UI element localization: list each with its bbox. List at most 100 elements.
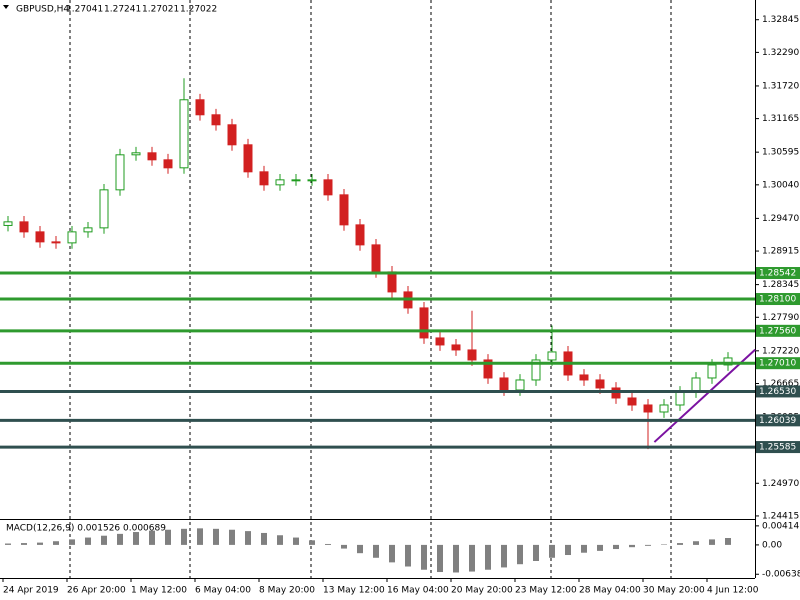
- y-tick-label: 1.28915: [762, 247, 799, 257]
- macd-bar: [677, 543, 683, 545]
- candle-body: [483, 359, 493, 379]
- x-tick-label: 30 May 20:00: [643, 586, 705, 596]
- macd-bar: [405, 544, 411, 567]
- macd-bar: [277, 535, 283, 545]
- candle-body: [451, 344, 461, 351]
- candle-body: [147, 152, 157, 161]
- macd-bar: [261, 532, 267, 545]
- candle-body: [419, 307, 429, 339]
- level-label: 1.26039: [759, 416, 796, 426]
- x-tick-label: 8 May 20:00: [259, 586, 315, 596]
- x-tick-label: 26 Apr 20:00: [67, 586, 126, 596]
- candle-body: [51, 241, 61, 244]
- y-tick-label: 1.28345: [762, 280, 799, 290]
- macd-bar: [181, 528, 187, 545]
- level-label-box: [756, 357, 800, 370]
- candle-body: [611, 387, 621, 399]
- candle-body: [531, 359, 541, 381]
- candle-body: [3, 221, 13, 226]
- last-open: 1.27041: [66, 5, 103, 15]
- macd-bar: [165, 529, 171, 545]
- y-tick-label: 1.24415: [762, 511, 799, 521]
- macd-bar: [357, 544, 363, 554]
- macd-tick-label: 0.004141: [762, 521, 800, 531]
- macd-tick-label: 0.00: [762, 540, 782, 550]
- y-tick-label: 1.31720: [762, 81, 799, 91]
- x-tick-label: 13 May 12:00: [323, 586, 385, 596]
- y-tick-label: 1.32290: [762, 48, 799, 58]
- macd-bar: [37, 542, 43, 545]
- macd-bar: [245, 531, 251, 545]
- macd-bar: [149, 530, 155, 545]
- macd-bar: [21, 543, 27, 545]
- candle-body: [131, 152, 141, 156]
- macd-bar: [597, 544, 603, 551]
- y-tick-label: 1.31165: [762, 114, 799, 124]
- macd-bar: [213, 528, 219, 545]
- candle-body: [467, 349, 477, 361]
- macd-bar: [693, 541, 699, 545]
- macd-bar: [549, 544, 555, 558]
- level-label-box: [756, 324, 800, 337]
- level-label: 1.28542: [759, 269, 796, 279]
- candle-body: [195, 99, 205, 116]
- macd-bar: [581, 544, 587, 553]
- macd-bar: [645, 544, 651, 546]
- macd-bar: [437, 544, 443, 573]
- candle-body: [387, 271, 397, 293]
- macd-bar: [629, 544, 635, 548]
- y-tick-label: 1.30595: [762, 148, 799, 158]
- candle-body: [275, 179, 285, 186]
- macd-bar: [101, 535, 107, 545]
- candle-body: [547, 351, 557, 361]
- candle-body: [243, 144, 253, 173]
- macd-bar: [373, 544, 379, 558]
- x-tick-label: 28 May 04:00: [579, 586, 641, 596]
- level-label-box: [756, 293, 800, 306]
- last-high: 1.27241: [104, 5, 141, 15]
- last-close: 1.27022: [180, 5, 217, 15]
- macd-label: MACD(12,26,9) 0.001526 0.000689: [6, 524, 166, 534]
- candle-body: [435, 337, 445, 346]
- trendline: [653, 348, 756, 443]
- y-tick-label: 1.27790: [762, 313, 799, 323]
- candle-body: [579, 374, 589, 381]
- macd-bar: [117, 533, 123, 545]
- macd-bar: [453, 544, 459, 573]
- candle-body: [675, 391, 685, 406]
- macd-bar: [517, 544, 523, 565]
- macd-bar: [133, 532, 139, 545]
- y-tick-label: 1.29470: [762, 214, 799, 224]
- candle-body: [371, 244, 381, 273]
- candle-body: [83, 227, 93, 233]
- x-tick-label: 23 May 12:00: [515, 586, 577, 596]
- macd-bar: [725, 538, 731, 545]
- macd-bar: [533, 544, 539, 561]
- level-label-box: [756, 414, 800, 427]
- macd-bar: [501, 544, 507, 568]
- macd-bar: [613, 544, 619, 550]
- macd-bar: [661, 544, 667, 545]
- chart-title: GBPUSD,H4: [16, 5, 69, 15]
- y-tick-label: 1.30040: [762, 180, 799, 190]
- macd-bar: [709, 539, 715, 545]
- y-tick-label: 1.26665: [762, 379, 799, 389]
- candle-body: [643, 404, 653, 413]
- macd-bar: [389, 544, 395, 563]
- macd-bar: [309, 540, 315, 545]
- macd-bar: [421, 544, 427, 570]
- last-low: 1.27021: [142, 5, 179, 15]
- candle-body: [323, 179, 333, 196]
- x-tick-label: 4 Jun 12:00: [707, 586, 759, 596]
- macd-bar: [485, 544, 491, 570]
- y-tick-label: 1.27220: [762, 346, 799, 356]
- candle-body: [723, 357, 733, 366]
- level-label-box: [756, 441, 800, 454]
- candle-body: [355, 224, 365, 246]
- x-tick-label: 1 May 12:00: [131, 586, 187, 596]
- macd-bar: [229, 529, 235, 545]
- macd-bar: [469, 544, 475, 572]
- level-label: 1.26530: [759, 387, 796, 397]
